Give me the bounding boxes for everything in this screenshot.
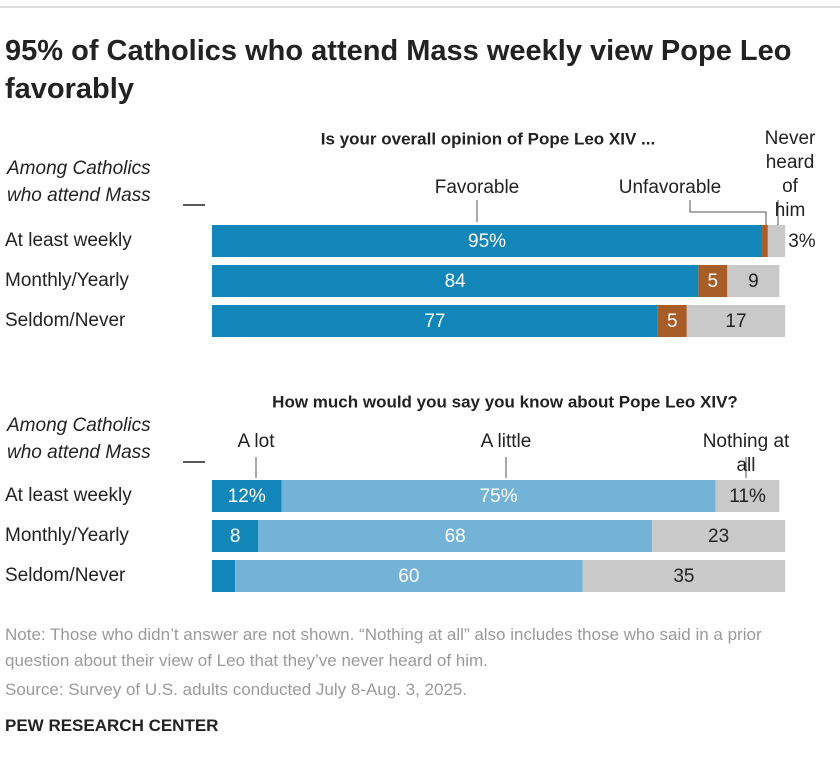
- brand: PEW RESEARCH CENTER: [5, 716, 219, 735]
- bar-segment: [698, 265, 728, 297]
- legend-label: A little: [480, 431, 532, 452]
- value-label: 12%: [228, 486, 266, 507]
- row-label: Monthly/Yearly: [5, 525, 129, 546]
- bar-segment: [212, 520, 259, 552]
- legend-label: Nothing at all: [702, 431, 790, 476]
- bar-segment: [686, 305, 786, 337]
- value-label: 3%: [788, 231, 816, 252]
- subtitle: Is your overall opinion of Pope Leo XIV …: [321, 129, 655, 148]
- row-label: At least weekly: [5, 230, 132, 251]
- source: Source: Survey of U.S. adults conducted …: [5, 680, 468, 699]
- value-label: 17: [725, 311, 746, 332]
- row-label: Seldom/Never: [5, 310, 126, 331]
- row-label: Monthly/Yearly: [5, 270, 129, 291]
- value-label: 84: [445, 271, 467, 292]
- legend-label: Never heard of him: [764, 128, 816, 221]
- row-label: At least weekly: [5, 485, 132, 506]
- bar-segment: [212, 560, 236, 592]
- value-label: 77: [424, 311, 445, 332]
- bar-segment: [727, 265, 780, 297]
- group-label: Among Catholics who attend Mass: [7, 415, 151, 463]
- bar-segment: [582, 560, 786, 592]
- legend-label: Favorable: [434, 177, 520, 198]
- bar-segment: [767, 225, 786, 257]
- bar-segment: [212, 265, 699, 297]
- value-label: 9: [748, 271, 759, 292]
- legend-label: A lot: [237, 431, 275, 452]
- legend-label: Unfavorable: [618, 177, 722, 198]
- note: Note: Those who didn’t answer are not sh…: [5, 625, 762, 670]
- bar-segment: [212, 225, 763, 257]
- bar-segment: [652, 520, 786, 552]
- value-label: 11%: [729, 486, 766, 507]
- bar-segment: [212, 305, 658, 337]
- bar-segment: [657, 305, 687, 337]
- bar-segment: [762, 225, 768, 257]
- bar-segment: [212, 480, 282, 512]
- group-label: Among Catholics who attend Mass: [7, 158, 151, 206]
- value-label: 23: [708, 526, 729, 547]
- bar-segment: [281, 480, 716, 512]
- value-label: 95%: [468, 231, 506, 252]
- value-label: 8: [230, 526, 241, 547]
- legend-leader: [689, 200, 767, 225]
- bar-segment: [258, 520, 653, 552]
- bar-segment: [235, 560, 583, 592]
- value-label: 35: [673, 566, 694, 587]
- value-label: 5: [667, 311, 678, 332]
- bar-segment: [715, 480, 780, 512]
- value-label: 68: [445, 526, 466, 547]
- value-label: 75%: [480, 486, 518, 507]
- row-label: Seldom/Never: [5, 565, 126, 586]
- value-label: 60: [398, 566, 419, 587]
- title: 95% of Catholics who attend Mass weekly …: [5, 35, 792, 105]
- value-label: 5: [708, 271, 719, 292]
- subtitle: How much would you say you know about Po…: [272, 392, 738, 411]
